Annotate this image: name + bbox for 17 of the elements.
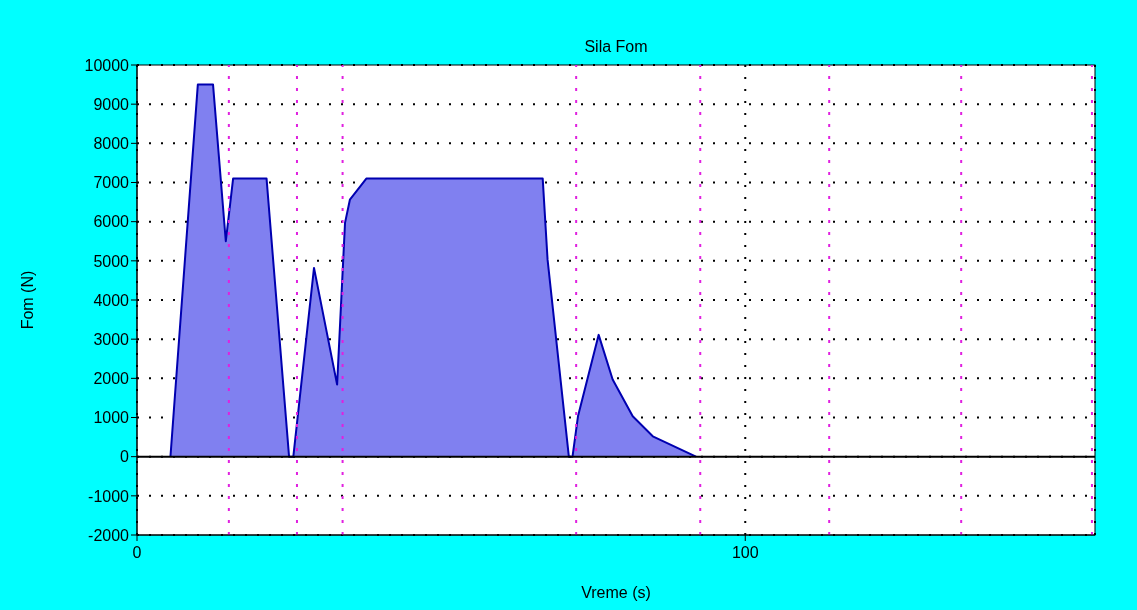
y-tick-label: 6000 [93,213,130,231]
y-tick-label: 0 [120,448,130,466]
y-tick-label: 10000 [84,56,130,74]
y-tick-label: 9000 [93,95,130,113]
y-tick-label: 8000 [93,135,130,153]
y-tick-label: -1000 [88,487,130,505]
y-tick-label: 3000 [93,330,130,348]
y-tick-label: 5000 [93,252,130,270]
x-axis-title: Vreme (s) [581,584,651,601]
x-tick-label: 100 [731,544,759,562]
y-axis-title: Fom (N) [18,270,36,330]
y-tick-label: 7000 [93,174,130,192]
chart-title: Sila Fom [583,38,649,56]
y-tick-label: 2000 [93,370,130,388]
y-tick-label: 4000 [93,291,130,309]
y-tick-label: -2000 [88,526,130,544]
y-tick-label: 1000 [93,409,130,427]
